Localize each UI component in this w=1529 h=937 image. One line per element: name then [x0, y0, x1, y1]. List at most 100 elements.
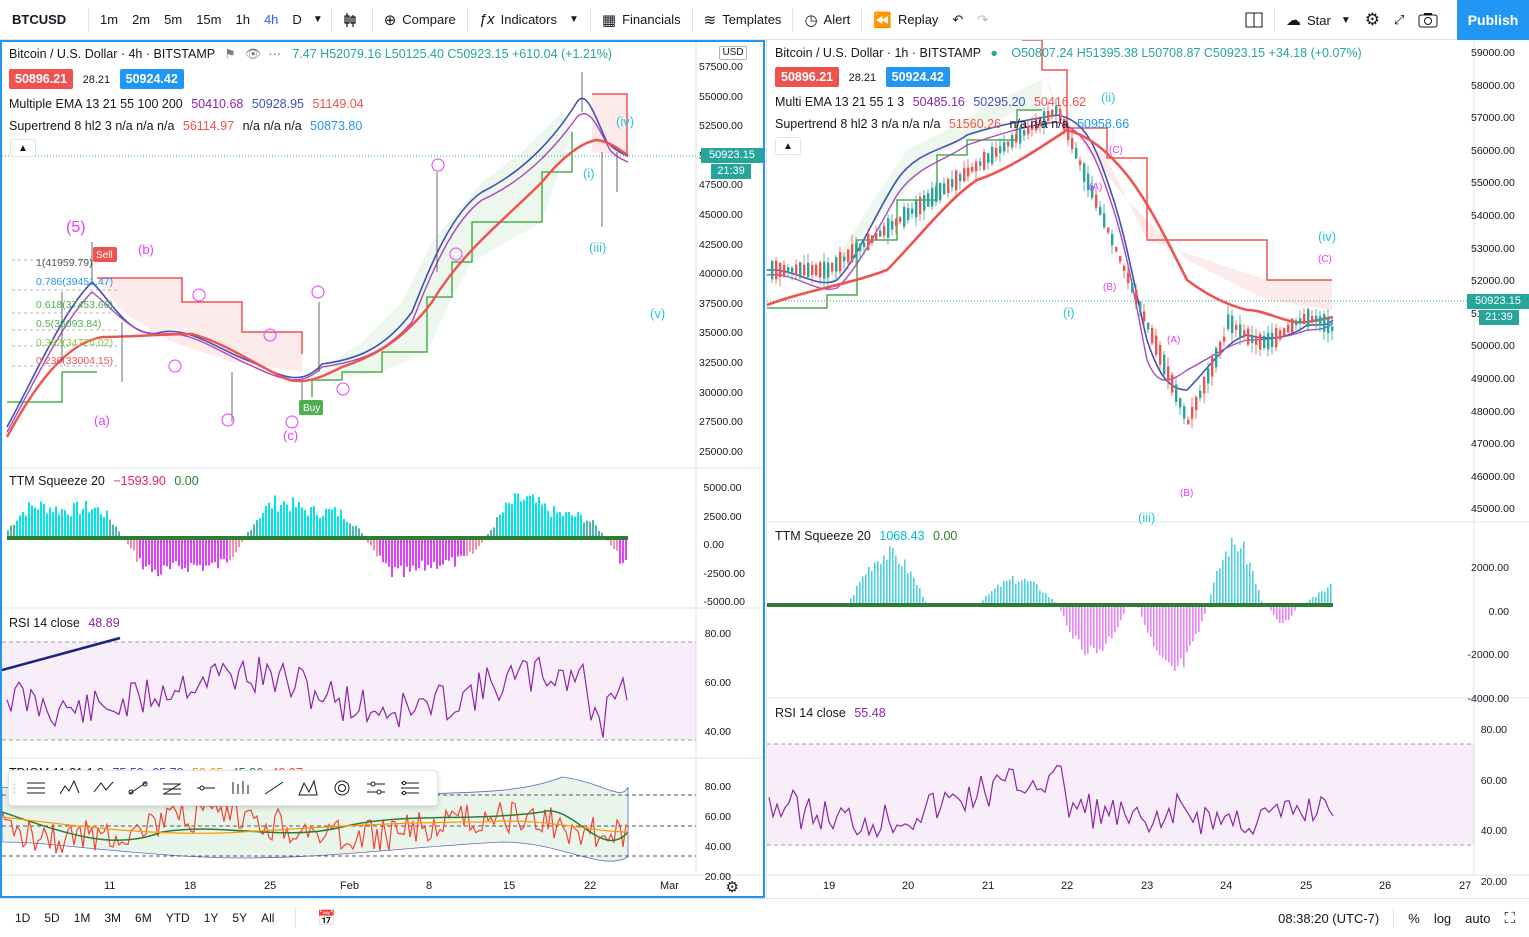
undo-button[interactable]: ↶ [945, 0, 970, 40]
layout-button[interactable] [1238, 0, 1270, 40]
templates-button[interactable]: ≋ Templates [697, 0, 789, 40]
horizontal-ray-tool-icon[interactable] [189, 773, 223, 803]
chart-settings-gear-icon[interactable]: ⚙ [725, 879, 739, 896]
goto-date-calendar-icon[interactable]: 📅 [317, 910, 337, 927]
rsi-axis[interactable]: 80.00 60.00 40.00 [705, 610, 731, 757]
ttm-bar [331, 509, 333, 538]
bid-ask: 50896.21 28.21 50924.42 [775, 67, 950, 87]
ask-price[interactable]: 50924.42 [119, 69, 184, 89]
supertrend-legend-4h[interactable]: Supertrend 8 hl2 3 n/a n/a n/a 56114.97 … [9, 119, 362, 133]
range-3m[interactable]: 3M [104, 911, 122, 925]
symbol-search[interactable]: BTCUSD [12, 12, 67, 27]
drag-handle-icon[interactable]: ⋮ [8, 781, 20, 795]
long-position-tool-icon[interactable] [223, 773, 257, 803]
star-chevron-icon[interactable]: ▼ [1340, 14, 1351, 26]
settings-button[interactable]: ⚙ [1358, 0, 1387, 40]
collapse-legend-button[interactable]: ▲ [775, 137, 801, 155]
interval-2m[interactable]: 2m [132, 12, 151, 27]
ttm-label: TTM Squeeze 20 [775, 529, 871, 543]
collapse-legend-button[interactable]: ▲ [10, 139, 36, 157]
price-axis-4h[interactable]: 57500.00 55000.00 52500.00 50000.00 4750… [699, 44, 755, 467]
fib-level-0382: 0.382(34724.02) [36, 336, 114, 349]
ema-value-1: 50410.68 [191, 97, 244, 111]
price-range-tool-icon[interactable] [393, 773, 427, 803]
interval-5m[interactable]: 5m [164, 12, 183, 27]
candle [1119, 256, 1122, 262]
ask-price[interactable]: 50924.42 [885, 67, 950, 87]
ttm-axis[interactable]: 2000.00 0.00 -2000.00 -4000.00 [1468, 547, 1509, 721]
range-6m[interactable]: 6M [135, 911, 152, 925]
indicators-button[interactable]: ƒx Indicators ▼ [472, 0, 586, 40]
replay-button[interactable]: ⏪ Replay [866, 0, 945, 40]
market-status-icon[interactable]: ● [990, 46, 998, 60]
supertrend-legend-1h[interactable]: Supertrend 8 hl2 3 n/a n/a n/a 51560.26 … [775, 117, 1129, 131]
chart-canvas-1h[interactable]: (C) (A) (B) (A) (B) (C) (ii) (i) (iii) (iv) [767, 40, 1529, 898]
range-ytd[interactable]: YTD [165, 911, 190, 925]
star-button[interactable]: ☁ Star ▼ [1279, 0, 1358, 40]
more-icon[interactable]: ⋯ [268, 47, 281, 61]
symbol-title[interactable]: Bitcoin / U.S. Dollar · 4h · BITSTAMP [9, 47, 215, 61]
time-tick: 8 [426, 880, 433, 892]
elliott-impulse-tool-icon[interactable] [53, 773, 87, 803]
bid-price[interactable]: 50896.21 [775, 67, 840, 87]
ttm-bar [163, 538, 165, 566]
chart-panel-4h[interactable]: (5) (b) (a) (c) (iv) (iii) (v) (i) Sell … [0, 40, 765, 898]
ttm-bar [532, 494, 534, 538]
maximize-icon[interactable]: ⛶ [1504, 909, 1515, 927]
snapshot-button[interactable] [1411, 0, 1445, 40]
ema-legend-4h[interactable]: Multiple EMA 13 21 55 100 200 50410.68 5… [9, 97, 364, 111]
symbol-title[interactable]: Bitcoin / U.S. Dollar · 1h · BITSTAMP [775, 46, 981, 60]
trend-line-tool-icon[interactable] [121, 773, 155, 803]
time-axis-4h[interactable]: 11 18 25 Feb 8 15 22 Mar [2, 880, 696, 896]
candle [1055, 106, 1058, 115]
eye-icon[interactable]: 👁 [245, 47, 261, 61]
currency-badge[interactable]: USD [719, 46, 747, 60]
ttm-axis[interactable]: 5000.00 2500.00 0.00 -2500.00 -5000.00 [704, 474, 745, 617]
alert-button[interactable]: ◷ Alert [797, 0, 857, 40]
rsi-legend-4h[interactable]: RSI 14 close 48.89 [9, 616, 120, 630]
bid-price[interactable]: 50896.21 [9, 69, 74, 89]
interval-menu-chevron-icon[interactable]: ▼ [312, 14, 323, 25]
range-5d[interactable]: 5D [44, 911, 60, 925]
rsi-legend-1h[interactable]: RSI 14 close 55.48 [775, 706, 886, 720]
xabcd-pattern-tool-icon[interactable] [291, 773, 325, 803]
financials-button[interactable]: ▦ Financials [595, 0, 688, 40]
time-axis-1h[interactable]: 19 20 21 22 23 24 25 26 27 [767, 880, 1474, 896]
flag-icon[interactable]: ⚑ [224, 47, 236, 61]
redo-button[interactable]: ↷ [970, 0, 995, 40]
log-scale-toggle[interactable]: log [1433, 910, 1452, 926]
compare-button[interactable]: ⊕ Compare [377, 0, 463, 40]
chart-type-button[interactable] [336, 0, 368, 40]
clock-time[interactable]: 08:38:20 (UTC-7) [1278, 910, 1380, 926]
ray-tool-icon[interactable] [257, 773, 291, 803]
ttm-bar [100, 514, 102, 538]
elliott-correction-tool-icon[interactable] [87, 773, 121, 803]
parallel-channel-tool-icon[interactable] [359, 773, 393, 803]
interval-1m[interactable]: 1m [100, 12, 119, 27]
range-1m[interactable]: 1M [73, 911, 91, 925]
percent-scale-toggle[interactable]: % [1408, 910, 1420, 926]
price-axis-1h[interactable]: 59000.00 58000.00 57000.00 56000.00 5500… [1471, 37, 1521, 526]
fib-retracement-tool-icon[interactable] [155, 773, 189, 803]
interval-4h[interactable]: 4h [263, 12, 279, 27]
interval-d[interactable]: D [292, 12, 302, 27]
fullscreen-button[interactable]: ⤢ [1387, 0, 1411, 40]
range-all[interactable]: All [261, 911, 275, 925]
fib-spiral-tool-icon[interactable] [325, 773, 359, 803]
interval-1h[interactable]: 1h [235, 12, 250, 27]
indicators-chevron-icon[interactable]: ▼ [568, 14, 579, 25]
range-1y[interactable]: 1Y [203, 911, 219, 925]
tdi-axis[interactable]: 80.00 60.00 40.00 20.00 [705, 772, 731, 892]
candle [959, 174, 962, 182]
auto-scale-toggle[interactable]: auto [1465, 910, 1491, 926]
ema-legend-1h[interactable]: Multi EMA 13 21 55 1 3 50485.16 50295.20… [775, 95, 1086, 109]
chart-panel-1h[interactable]: (C) (A) (B) (A) (B) (C) (ii) (i) (iii) (iv)… [766, 40, 1529, 898]
ttm-legend-1h[interactable]: TTM Squeeze 20 1068.43 0.00 [775, 529, 957, 543]
rsi-axis[interactable]: 80.00 60.00 40.00 20.00 [1481, 705, 1507, 907]
range-1d[interactable]: 1D [15, 911, 31, 925]
horizontal-lines-tool-icon[interactable] [19, 773, 53, 803]
interval-15m[interactable]: 15m [196, 12, 222, 27]
ttm-legend-4h[interactable]: TTM Squeeze 20 −1593.90 0.00 [9, 474, 199, 488]
publish-button[interactable]: Publish [1457, 0, 1529, 40]
range-5y[interactable]: 5Y [232, 911, 248, 925]
